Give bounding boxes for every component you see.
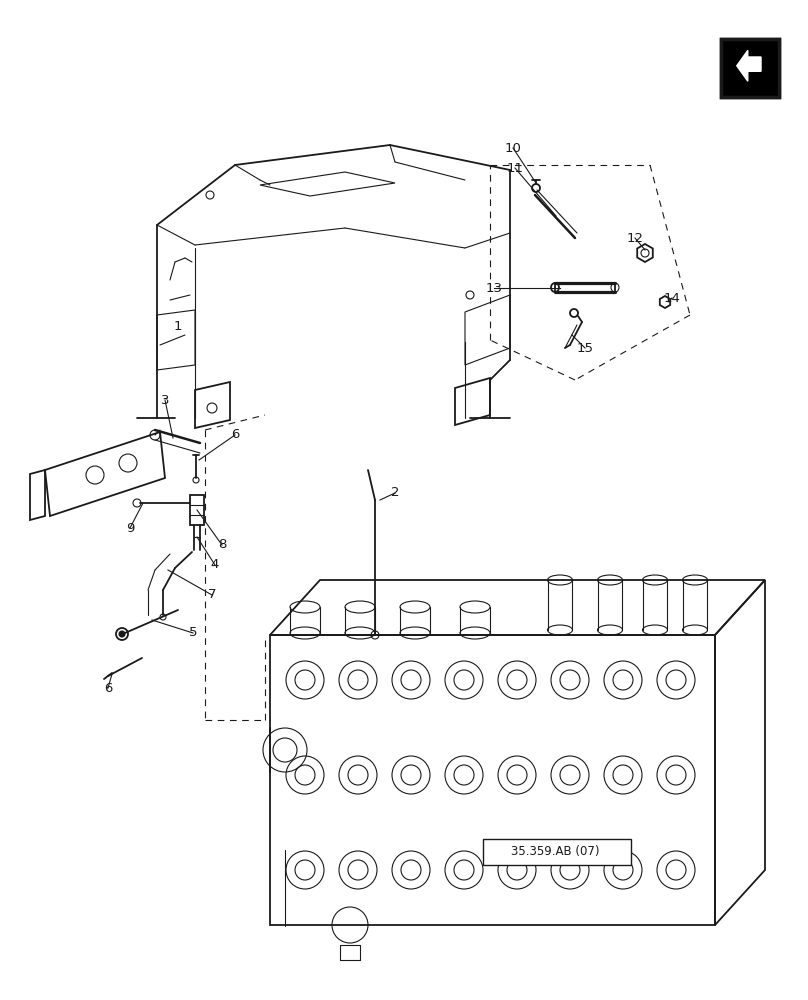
Polygon shape	[737, 50, 761, 81]
Text: 1: 1	[174, 320, 183, 334]
Text: 7: 7	[208, 588, 217, 601]
Text: 6: 6	[103, 682, 112, 694]
Text: 2: 2	[391, 487, 399, 499]
Text: 6: 6	[231, 428, 239, 442]
Text: 35.359.AB (07): 35.359.AB (07)	[511, 846, 600, 858]
Circle shape	[119, 631, 125, 637]
Text: 5: 5	[189, 626, 197, 640]
Text: 14: 14	[663, 292, 680, 304]
Text: 11: 11	[507, 161, 524, 174]
Bar	[483, 839, 631, 865]
Bar	[721, 39, 779, 97]
Text: 12: 12	[626, 232, 643, 244]
Text: 13: 13	[486, 282, 503, 294]
Text: 3: 3	[161, 393, 169, 406]
Text: 10: 10	[504, 141, 521, 154]
Bar	[721, 39, 779, 97]
Text: 4: 4	[211, 558, 219, 572]
Text: 15: 15	[576, 342, 594, 355]
Text: 8: 8	[218, 538, 226, 552]
Text: 9: 9	[126, 522, 134, 534]
